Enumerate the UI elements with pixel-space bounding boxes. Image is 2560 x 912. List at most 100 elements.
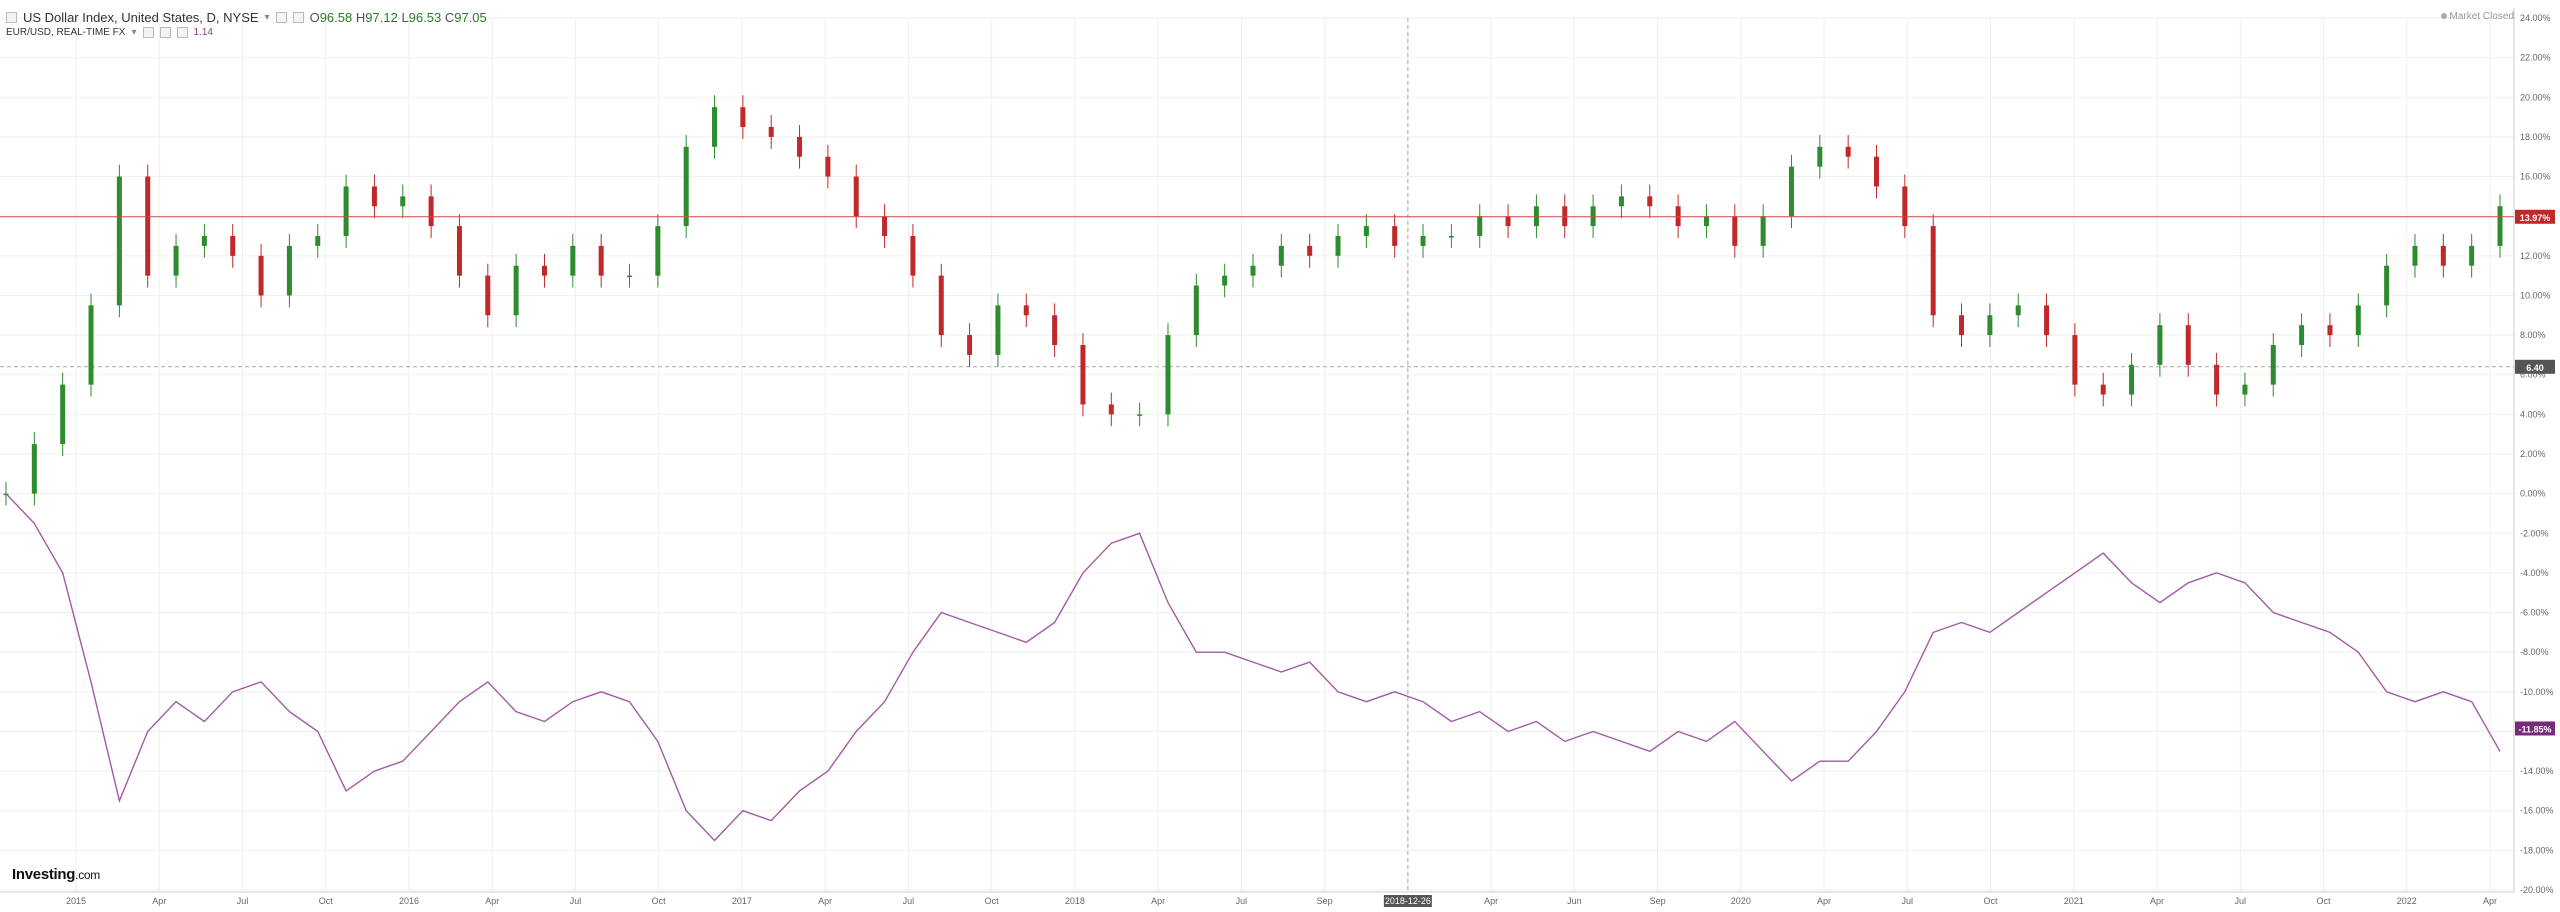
market-status: Market Closed [2440,11,2514,22]
candle-body [1675,206,1681,227]
candle-body [343,186,349,236]
y-tick-label: 8.00% [2520,330,2546,340]
compare-symbol[interactable]: EUR/USD, REAL-TIME FX [6,27,126,38]
candle-body [1874,156,1879,187]
collapse-legend-icon[interactable] [6,12,17,23]
x-tick-label: Oct [985,896,1000,906]
candle-body [1023,305,1029,316]
x-tick-label: Apr [1484,896,1498,906]
crosshair-date-badge [1383,895,1432,907]
y-tick-label: -18.00% [2520,845,2554,855]
x-tick-label: 2017 [732,896,752,906]
candle-body [1987,315,1993,336]
candle-body [2185,325,2191,365]
candle-body [2157,325,2163,365]
candle-body [1732,216,1738,246]
y-tick-label: 16.00% [2520,172,2551,182]
candle-body [882,216,888,236]
candle-body [428,196,434,227]
x-tick-label: Jul [570,896,582,906]
candle-body [1108,404,1114,415]
candle-body [853,176,859,217]
candle-body [627,275,632,278]
x-tick-label: Apr [2150,896,2164,906]
settings-icon[interactable] [292,12,304,23]
candle-body [1052,315,1058,345]
candle-body [2129,364,2135,395]
candle-body [31,444,37,494]
x-tick-label: Jul [903,896,915,906]
eurusd-last-label: -11.85% [2518,724,2551,734]
candle-body [1618,196,1624,207]
y-tick-label: 0.00% [2520,489,2546,499]
x-tick-label: Apr [1151,896,1165,906]
candle-body [60,384,66,445]
crosshair-price-label-bg [2515,359,2555,374]
candle-body [655,226,661,276]
x-tick-label: Jul [2235,896,2247,906]
x-tick-label: Jul [237,896,249,906]
candle-body [485,275,491,316]
candle-body [768,127,774,137]
candle-body [1930,226,1936,316]
eye-icon[interactable] [142,27,154,38]
y-tick-label: 4.00% [2520,409,2546,419]
x-tick-label: 2018 [1065,896,1085,906]
candle-body [2044,305,2050,336]
x-tick-label: Jul [1236,896,1248,906]
candle-body [2440,245,2446,266]
x-tick-label: Oct [2317,896,2332,906]
x-tick-label: Apr [485,896,499,906]
candle-body [967,335,973,355]
x-tick-label: Jul [1902,896,1914,906]
y-tick-label: -10.00% [2520,687,2554,697]
candle-body [1335,236,1341,256]
x-tick-label: Apr [152,896,166,906]
candle-body [116,176,122,306]
candle-body [1250,265,1256,276]
symbol-name[interactable]: US Dollar Index, United States, D, NYSE [23,10,259,25]
candle-body [712,107,718,147]
candle-body [598,245,604,276]
candle-body [456,226,462,276]
y-tick-label: 20.00% [2520,92,2551,102]
candle-body [2412,245,2418,266]
candle-body [1222,275,1228,286]
x-tick-label: Sep [1317,896,1333,906]
dxy-last-label-bg [2515,209,2555,224]
y-tick-label: -8.00% [2520,647,2549,657]
candle-body [825,156,831,177]
y-tick-label: 24.00% [2520,13,2551,23]
chevron-down-icon[interactable]: ▾ [131,27,137,38]
candle-body [2214,364,2220,395]
y-tick-label: -20.00% [2520,885,2554,895]
candle-body [315,236,321,246]
candle-body [1845,146,1851,157]
candle-body [541,265,547,276]
dxy-last-label: 13.97% [2520,213,2551,223]
close-icon[interactable] [176,27,188,38]
y-tick-label: -2.00% [2520,528,2549,538]
candle-body [1788,166,1794,217]
x-tick-label: 2021 [2064,896,2084,906]
x-tick-label: 2016 [399,896,419,906]
candle-body [2072,335,2078,385]
y-tick-label: 22.00% [2520,53,2551,63]
candle-body [513,265,519,316]
eye-icon[interactable] [275,12,287,23]
candle-body [1817,146,1823,167]
candle-body [740,107,746,127]
y-tick-label: 18.00% [2520,132,2551,142]
settings-icon[interactable] [159,27,171,38]
compare-value: 1.14 [193,27,213,38]
chevron-down-icon[interactable]: ▾ [264,12,270,23]
x-tick-label: 2022 [2397,896,2417,906]
candle-body [2497,206,2503,246]
x-tick-label: Sep [1650,896,1666,906]
candle-body [995,305,1001,355]
compare-legend: EUR/USD, REAL-TIME FX ▾ 1.14 [6,27,213,38]
candle-body [1902,186,1908,227]
candle-body [1959,315,1965,336]
